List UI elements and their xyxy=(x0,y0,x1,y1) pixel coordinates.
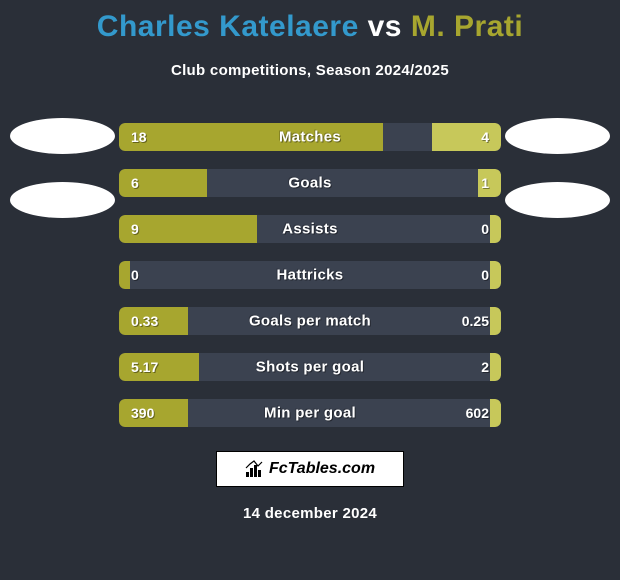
page-title: Charles Katelaere vs M. Prati xyxy=(0,0,620,44)
stats-bars: 184Matches 61Goals 90Assists 00Hattricks 0.3… xyxy=(119,123,501,427)
badge-right-1 xyxy=(505,118,610,154)
badge-left-1 xyxy=(10,118,115,154)
badge-right-2 xyxy=(505,182,610,218)
date-text: 14 december 2024 xyxy=(0,505,620,522)
subtitle: Club competitions, Season 2024/2025 xyxy=(0,62,620,79)
vs-text: vs xyxy=(368,10,402,43)
team-badges-right xyxy=(505,118,610,218)
stat-row: 90Assists xyxy=(119,215,501,243)
fctables-logo: FcTables.com xyxy=(216,451,404,487)
player2-name: M. Prati xyxy=(411,10,523,43)
stat-label: Assists xyxy=(119,221,501,238)
stat-row: 0.330.25Goals per match xyxy=(119,307,501,335)
stat-label: Shots per goal xyxy=(119,359,501,376)
stat-row: 5.172Shots per goal xyxy=(119,353,501,381)
stat-label: Min per goal xyxy=(119,405,501,422)
stat-row: 184Matches xyxy=(119,123,501,151)
stat-label: Goals xyxy=(119,175,501,192)
team-badges-left xyxy=(10,118,115,218)
chart-icon xyxy=(245,460,265,478)
badge-left-2 xyxy=(10,182,115,218)
stat-label: Hattricks xyxy=(119,267,501,284)
logo-text: FcTables.com xyxy=(269,460,375,478)
stat-row: 390602Min per goal xyxy=(119,399,501,427)
stat-label: Matches xyxy=(119,129,501,146)
stat-label: Goals per match xyxy=(119,313,501,330)
stat-row: 61Goals xyxy=(119,169,501,197)
stat-row: 00Hattricks xyxy=(119,261,501,289)
player1-name: Charles Katelaere xyxy=(97,10,359,43)
